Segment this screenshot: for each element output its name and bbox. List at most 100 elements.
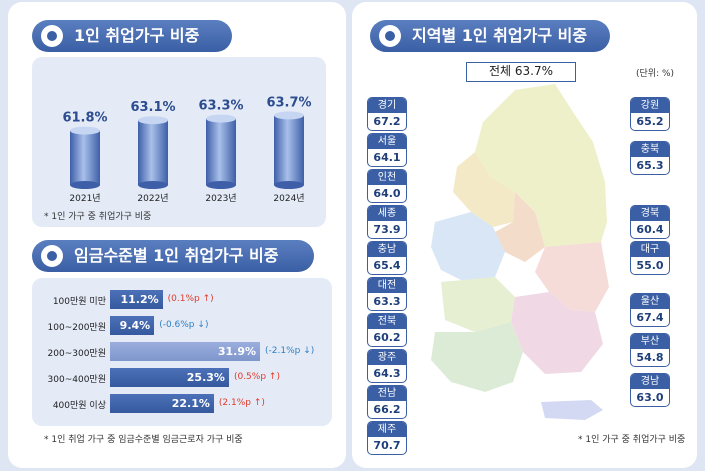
korea-map	[431, 84, 609, 420]
arrow-down-icon: ↓	[303, 346, 311, 356]
yearly-bar-chart: 61.8% 2021년 63.1% 2022년 63.3% 2023년 63.7% 2024년	[62, 95, 311, 204]
year-bar-base	[138, 181, 168, 189]
region-name: 전남	[368, 386, 406, 401]
wage-change-close: )	[276, 372, 280, 382]
national-total-label: 전체 63.7%	[466, 62, 576, 82]
region-name: 서울	[368, 134, 406, 149]
region-box: 경북 60.4	[630, 205, 670, 239]
region-value: 60.2	[373, 331, 401, 344]
region-name: 충북	[631, 142, 669, 157]
wage-change-close: )	[261, 398, 265, 408]
year-category-label: 2021년	[69, 193, 100, 204]
wage-change-value: (0.1%p	[167, 294, 203, 304]
year-bar	[274, 115, 304, 185]
region-value: 66.2	[373, 403, 401, 416]
year-bar-cap	[70, 126, 100, 135]
wage-change-close: )	[310, 346, 315, 356]
region-name: 경기	[368, 98, 406, 113]
arrow-up-icon: ↑	[202, 294, 211, 304]
region-box: 전북 60.2	[367, 313, 407, 347]
region-box: 대구 55.0	[630, 241, 670, 275]
region-value: 55.0	[636, 259, 664, 272]
region-value: 64.0	[373, 187, 401, 200]
wage-category-label: 100만원 미만	[52, 297, 106, 307]
year-bar-cap	[206, 114, 236, 123]
year-bar-cap	[274, 111, 304, 120]
region-note: * 1인 가구 중 취업가구 비중	[578, 435, 686, 445]
region-name: 강원	[631, 98, 669, 113]
region-value: 63.0	[636, 391, 664, 404]
region-value: 65.2	[636, 115, 664, 128]
region-value: 65.4	[373, 259, 401, 272]
wage-change-label: (-2.1%p ↓)	[265, 342, 314, 361]
region-name: 대전	[368, 278, 406, 293]
region-name: 제주	[368, 422, 406, 437]
wage-category-label: 100~200만원	[47, 323, 106, 333]
arrow-up-icon: ↑	[268, 372, 277, 382]
year-bar-cap	[138, 116, 168, 125]
year-bar-base	[274, 181, 304, 189]
wage-change-label: (0.1%p ↑)	[168, 290, 214, 309]
wage-change-value: (-2.1%p	[265, 346, 304, 356]
region-value: 64.1	[373, 151, 401, 164]
wage-section-title: 임금수준별 1인 취업가구 비중	[74, 246, 279, 265]
map-region-jeonbuk	[441, 277, 515, 332]
region-box: 부산 54.8	[630, 333, 670, 367]
wage-category-label: 200~300만원	[47, 349, 106, 359]
region-value: 64.3	[373, 367, 401, 380]
circle-bullet-icon	[41, 25, 63, 47]
region-value: 63.3	[373, 295, 401, 308]
wage-change-close: )	[204, 320, 209, 330]
region-value: 73.9	[373, 223, 401, 236]
region-value: 60.4	[636, 223, 664, 236]
region-section-header: 지역별 1인 취업가구 비중	[370, 20, 610, 52]
wage-change-label: (-0.6%p ↓)	[159, 316, 208, 335]
region-name: 충남	[368, 242, 406, 257]
map-region-jeonnam	[431, 322, 523, 392]
wage-change-label: (2.1%p ↑)	[219, 394, 265, 413]
map-region-gyeongnam	[511, 292, 603, 374]
map-region-chungnam	[431, 212, 505, 282]
region-name: 전북	[368, 314, 406, 329]
region-name: 광주	[368, 350, 406, 365]
region-name: 경남	[631, 374, 669, 389]
map-region-gyeongbuk	[535, 242, 609, 312]
region-section-title: 지역별 1인 취업가구 비중	[412, 26, 588, 45]
region-name: 부산	[631, 334, 669, 349]
wage-section-header: 임금수준별 1인 취업가구 비중	[32, 240, 314, 272]
wage-note: * 1인 취업 가구 중 임금수준별 임금근로자 가구 비중	[44, 435, 243, 445]
region-box: 울산 67.4	[630, 293, 670, 327]
wage-change-value: (2.1%p	[218, 398, 254, 408]
year-bar-base	[206, 181, 236, 189]
region-value: 67.2	[373, 115, 401, 128]
arrow-up-icon: ↑	[253, 398, 262, 408]
region-name: 세종	[368, 206, 406, 221]
year-category-label: 2024년	[273, 193, 304, 204]
region-value: 70.7	[373, 439, 401, 452]
wage-bar: 25.3%	[110, 368, 229, 387]
year-value-label: 63.7%	[266, 95, 311, 110]
wage-bar: 9.4%	[110, 316, 155, 335]
wage-change-value: (-0.6%p	[159, 320, 198, 330]
region-name: 인천	[368, 170, 406, 185]
yearly-section-header: 1인 취업가구 비중	[32, 20, 232, 52]
year-bar	[206, 118, 236, 185]
region-box: 광주 64.3	[367, 349, 407, 383]
wage-bar: 31.9%	[110, 342, 260, 361]
region-box: 강원 65.2	[630, 97, 670, 131]
region-box: 경기 67.2	[367, 97, 407, 131]
region-value: 67.4	[636, 311, 664, 324]
map-region-gangwon	[475, 84, 607, 247]
region-box: 전남 66.2	[367, 385, 407, 419]
wage-category-label: 300~400만원	[47, 375, 106, 385]
circle-bullet-icon	[379, 25, 401, 47]
region-box: 대전 63.3	[367, 277, 407, 311]
region-box: 세종 73.9	[367, 205, 407, 239]
region-value: 54.8	[636, 351, 664, 364]
map-region-jeju	[541, 400, 603, 420]
region-value: 65.3	[636, 159, 664, 172]
region-box: 충남 65.4	[367, 241, 407, 275]
wage-change-label: (0.5%p ↑)	[234, 368, 280, 387]
region-box: 인천 64.0	[367, 169, 407, 203]
year-bar	[70, 130, 100, 185]
